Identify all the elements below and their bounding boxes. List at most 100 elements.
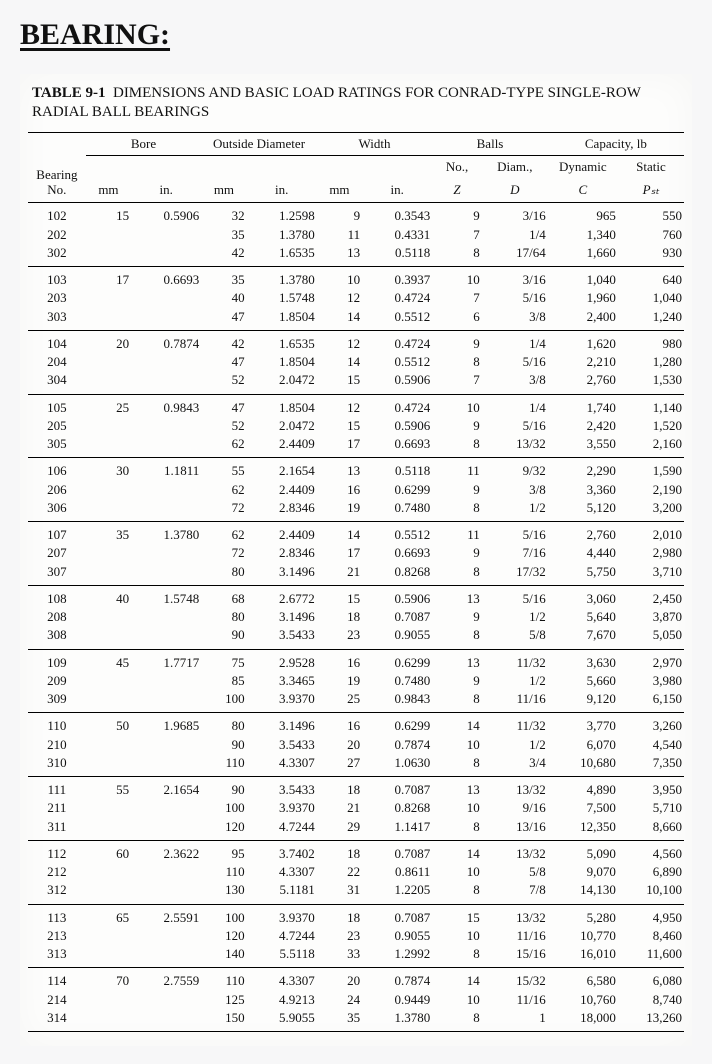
cell-static: 11,600 xyxy=(618,945,684,968)
cell-dynamic: 2,210 xyxy=(548,353,618,371)
cell-w-mm: 19 xyxy=(317,499,362,522)
cell-dynamic: 5,090 xyxy=(548,840,618,863)
cell-dynamic: 3,770 xyxy=(548,713,618,736)
cell-static: 6,890 xyxy=(618,863,684,881)
cell-w-mm: 15 xyxy=(317,585,362,608)
cell-bore-mm: 50 xyxy=(86,713,131,736)
cell-w-in: 0.5906 xyxy=(362,371,432,394)
cell-bore-mm xyxy=(86,435,131,458)
cell-bearing-no: 209 xyxy=(28,672,86,690)
cell-od-in: 3.1496 xyxy=(247,608,317,626)
cell-bore-in xyxy=(131,544,201,562)
cell-bearing-no: 306 xyxy=(28,499,86,522)
cell-balls-z: 9 xyxy=(432,417,482,435)
table-body: 102150.5906321.259890.354393/16965550202… xyxy=(28,203,684,1032)
cell-dynamic: 4,440 xyxy=(548,544,618,562)
cell-w-mm: 17 xyxy=(317,544,362,562)
cell-od-mm: 35 xyxy=(201,267,246,290)
cell-bearing-no: 211 xyxy=(28,799,86,817)
header-static-bot: Pₛₜ xyxy=(618,179,684,202)
cell-od-mm: 100 xyxy=(201,690,246,713)
cell-bore-in: 2.5591 xyxy=(131,904,201,927)
cell-static: 4,950 xyxy=(618,904,684,927)
header-width: Width xyxy=(317,132,433,156)
cell-balls-d: 7/16 xyxy=(482,544,548,562)
table-row: 306722.8346190.748081/25,1203,200 xyxy=(28,499,684,522)
cell-bore-in xyxy=(131,736,201,754)
cell-od-in: 4.3307 xyxy=(247,968,317,991)
cell-od-mm: 52 xyxy=(201,417,246,435)
cell-balls-z: 13 xyxy=(432,585,482,608)
header-diam-top: Diam., xyxy=(482,156,548,179)
cell-bore-in: 0.5906 xyxy=(131,203,201,226)
cell-balls-d: 1/4 xyxy=(482,226,548,244)
cell-bearing-no: 308 xyxy=(28,626,86,649)
cell-static: 1,530 xyxy=(618,371,684,394)
cell-w-in: 1.2205 xyxy=(362,881,432,904)
cell-bearing-no: 311 xyxy=(28,818,86,841)
page-title: BEARING: xyxy=(20,18,692,52)
cell-balls-z: 11 xyxy=(432,522,482,545)
cell-od-in: 2.6772 xyxy=(247,585,317,608)
table-row: 307803.1496210.8268817/325,7503,710 xyxy=(28,563,684,586)
cell-balls-d: 15/32 xyxy=(482,968,548,991)
cell-w-in: 0.9449 xyxy=(362,991,432,1009)
cell-od-mm: 90 xyxy=(201,777,246,800)
cell-w-mm: 20 xyxy=(317,968,362,991)
cell-od-in: 3.3465 xyxy=(247,672,317,690)
cell-dynamic: 10,760 xyxy=(548,991,618,1009)
cell-balls-d: 11/32 xyxy=(482,713,548,736)
cell-w-in: 0.5512 xyxy=(362,522,432,545)
header-bore-mm: mm xyxy=(86,156,131,203)
cell-bore-in xyxy=(131,308,201,331)
header-no-z-bot: Z xyxy=(432,179,482,202)
cell-bore-in xyxy=(131,945,201,968)
cell-od-mm: 110 xyxy=(201,968,246,991)
cell-w-in: 0.4724 xyxy=(362,289,432,307)
cell-od-in: 4.3307 xyxy=(247,754,317,777)
cell-w-mm: 18 xyxy=(317,608,362,626)
cell-w-mm: 12 xyxy=(317,330,362,353)
cell-bore-in: 0.7874 xyxy=(131,330,201,353)
cell-bearing-no: 214 xyxy=(28,991,86,1009)
cell-balls-z: 8 xyxy=(432,244,482,267)
cell-balls-d: 1/2 xyxy=(482,608,548,626)
cell-balls-z: 10 xyxy=(432,927,482,945)
cell-bearing-no: 203 xyxy=(28,289,86,307)
cell-bearing-no: 313 xyxy=(28,945,86,968)
header-static-top: Static xyxy=(618,156,684,179)
cell-od-mm: 95 xyxy=(201,840,246,863)
cell-w-in: 0.5118 xyxy=(362,458,432,481)
cell-w-mm: 25 xyxy=(317,690,362,713)
cell-bearing-no: 212 xyxy=(28,863,86,881)
cell-balls-d: 9/32 xyxy=(482,458,548,481)
cell-static: 2,980 xyxy=(618,544,684,562)
cell-static: 3,200 xyxy=(618,499,684,522)
cell-w-in: 0.7087 xyxy=(362,777,432,800)
table-row: 113652.55911003.9370180.70871513/325,280… xyxy=(28,904,684,927)
cell-static: 1,590 xyxy=(618,458,684,481)
cell-bore-mm xyxy=(86,1009,131,1032)
cell-w-mm: 19 xyxy=(317,672,362,690)
cell-w-in: 0.9843 xyxy=(362,690,432,713)
cell-w-mm: 21 xyxy=(317,799,362,817)
cell-bearing-no: 206 xyxy=(28,481,86,499)
cell-balls-z: 11 xyxy=(432,458,482,481)
cell-bearing-no: 208 xyxy=(28,608,86,626)
cell-balls-z: 9 xyxy=(432,544,482,562)
cell-bore-in xyxy=(131,481,201,499)
cell-w-mm: 24 xyxy=(317,991,362,1009)
cell-bore-mm xyxy=(86,626,131,649)
table-row: 308903.5433230.905585/87,6705,050 xyxy=(28,626,684,649)
cell-od-in: 5.9055 xyxy=(247,1009,317,1032)
cell-static: 8,660 xyxy=(618,818,684,841)
cell-balls-z: 14 xyxy=(432,840,482,863)
cell-od-mm: 52 xyxy=(201,371,246,394)
cell-bore-mm xyxy=(86,226,131,244)
cell-bore-in xyxy=(131,863,201,881)
table-row: 109451.7717752.9528160.62991311/323,6302… xyxy=(28,649,684,672)
cell-bearing-no: 102 xyxy=(28,203,86,226)
cell-dynamic: 12,350 xyxy=(548,818,618,841)
cell-od-in: 3.9370 xyxy=(247,690,317,713)
cell-static: 8,740 xyxy=(618,991,684,1009)
